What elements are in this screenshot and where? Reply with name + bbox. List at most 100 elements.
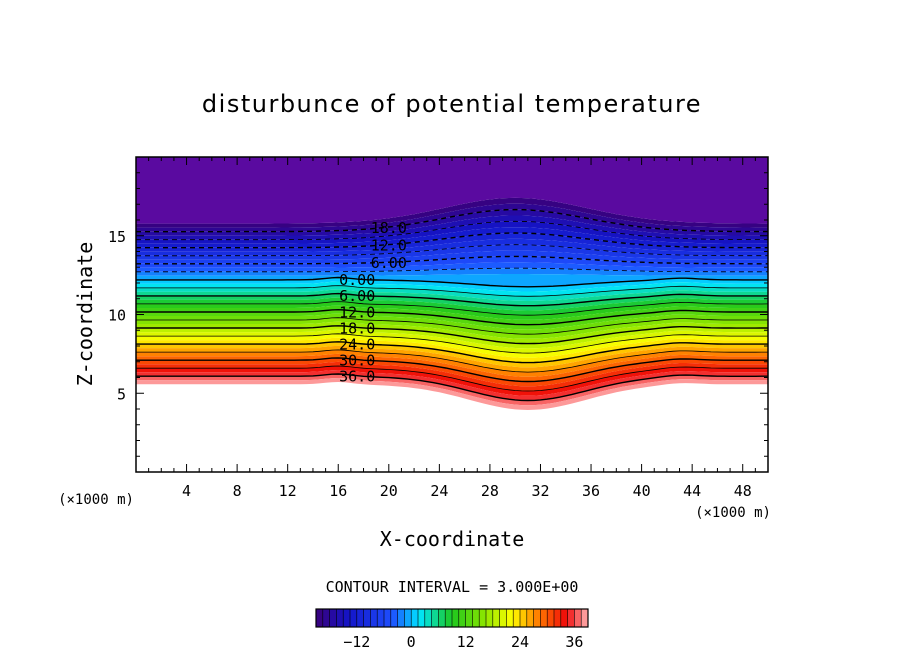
y-tick-label: 5 [117,385,126,403]
colorbar-swatch [411,609,419,627]
contour-line [136,349,768,373]
colorbar-swatch [581,609,589,627]
plot-area: 18.012.06.000.006.0012.018.024.030.036.0… [108,156,769,500]
contour-line [136,341,768,364]
colorbar-swatch [554,609,562,627]
colorbar-swatch [486,609,494,627]
colorbar-swatch [418,609,426,627]
contour-line [136,276,768,288]
contour-label: 12.0 [339,303,375,321]
colorbar-swatch [363,609,371,627]
colorbar: −12 0 12 24 36 [315,608,589,651]
contour-band [136,357,768,387]
contour-band [136,329,768,354]
contour-band [136,366,768,396]
x-tick-label: 24 [430,482,448,500]
contour-line [136,292,768,307]
colorbar-tick-label: 0 [407,633,416,651]
contour-interval-text: CONTOUR INTERVAL = 3.000E+00 [326,578,579,596]
contour-line [136,301,768,316]
colorbar-swatch [526,609,534,627]
contour-label: 6.00 [339,287,375,305]
colorbar-swatch [370,609,378,627]
contour-line [136,373,768,402]
x-tick-label: 40 [633,482,651,500]
colorbar-tick-label: 36 [565,633,583,651]
contour-band [136,244,768,260]
colorbar-swatch [540,609,548,627]
contour-label: 12.0 [371,237,407,255]
contour-band [136,370,768,401]
x-tick-label: 44 [683,482,701,500]
colorbar-swatch [397,609,405,627]
colorbar-swatch [424,609,432,627]
contour-lines [136,208,768,402]
colorbar-swatch [384,609,392,627]
contour-band [136,325,768,349]
contour-line [136,285,768,297]
contour-band [136,285,768,301]
x-tick-label: 28 [481,482,499,500]
contour-band [136,361,768,391]
contour-band [136,345,768,373]
colorbar-swatch [492,609,500,627]
contour-band [136,256,768,268]
x-tick-label: 16 [329,482,347,500]
contour-label: 36.0 [339,368,375,386]
colorbar-swatch [520,609,528,627]
colorbar-swatch [316,609,324,627]
x-tick-label: 48 [734,482,752,500]
contour-band [136,353,768,382]
contour-band [136,378,768,410]
colorbar-swatch [445,609,453,627]
contour-label: 24.0 [339,335,375,353]
contour-label: 0.00 [339,271,375,289]
contour-fills [136,157,768,410]
contour-band [136,317,768,339]
x-tick-label: 8 [233,482,242,500]
contour-line [136,267,768,273]
contour-label: 18.0 [371,219,407,237]
colorbar-swatch [404,609,412,627]
contour-band [136,305,768,325]
contour-band [136,268,768,276]
contour-line [136,255,768,265]
colorbar-swatch [499,609,507,627]
contour-band [136,281,768,297]
contour-band [136,289,768,306]
contour-label: 30.0 [339,352,375,370]
x-tick-label: 20 [380,482,398,500]
contour-band [136,197,768,228]
colorbar-tick-label: 12 [457,633,475,651]
contour-band [136,349,768,377]
y-unit-label: (×1000 m) [58,492,134,508]
x-axis-label: X-coordinate [380,527,525,551]
colorbar-swatch [438,609,446,627]
chart-title: disturbunce of potential temperature [202,90,702,118]
contour-band [136,209,768,236]
x-unit-label: (×1000 m) [695,505,771,521]
contour-band [136,309,768,330]
contour-band [136,250,768,264]
colorbar-swatch [547,609,555,627]
contour-band [136,274,768,287]
contour-band [136,341,768,368]
contour-band [136,333,768,358]
colorbar-swatch [356,609,364,627]
colorbar-swatch [336,609,344,627]
x-tick-label: 12 [279,482,297,500]
colorbar-swatch [479,609,487,627]
colorbar-swatch [574,609,582,627]
colorbar-swatch [377,609,385,627]
x-tick-label: 36 [582,482,600,500]
contour-band [136,374,768,406]
contour-line [136,208,768,233]
x-tick-label: 32 [531,482,549,500]
contour-line [136,244,768,257]
colorbar-swatch [431,609,439,627]
colorbar-swatch [343,609,351,627]
contour-band [136,301,768,320]
contour-line [136,365,768,392]
y-axis-label: Z-coordinate [73,242,97,387]
contour-band [136,313,768,335]
